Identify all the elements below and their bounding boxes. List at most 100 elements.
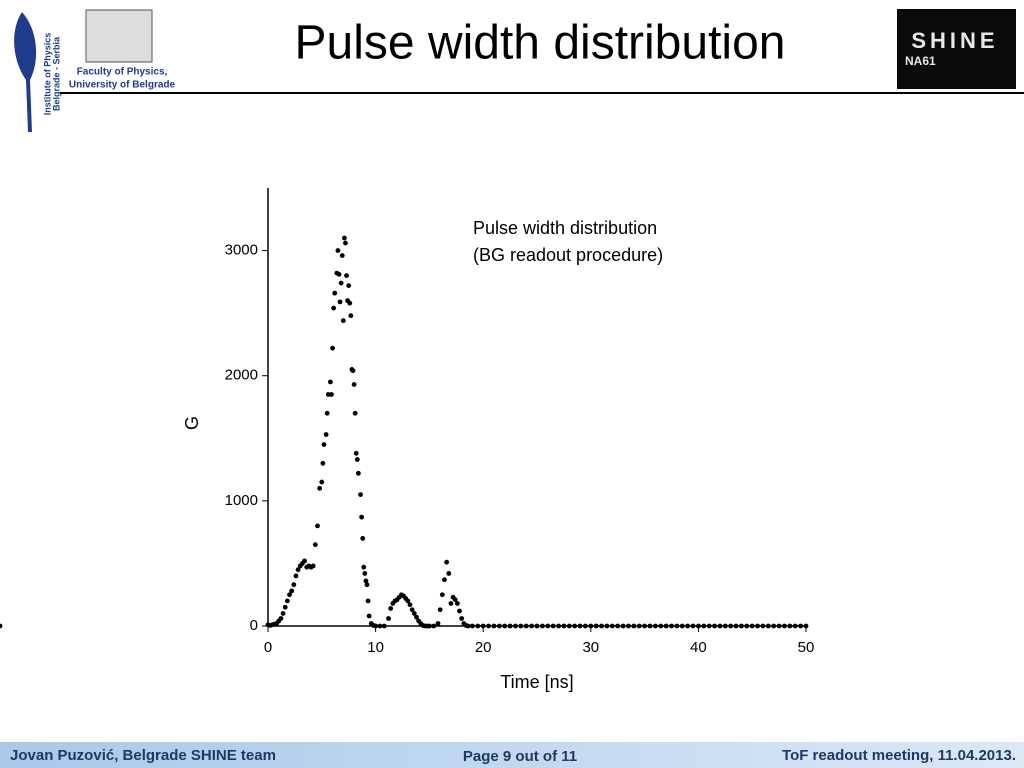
x-tick-label: 0: [264, 639, 272, 656]
point: [459, 616, 465, 621]
point: [341, 235, 347, 241]
point: [280, 611, 286, 616]
faculty-line: Faculty of Physics,: [77, 67, 168, 78]
point: [550, 623, 556, 629]
point: [310, 563, 316, 569]
annotation: (BG readout procedure): [473, 245, 663, 265]
point: [338, 280, 344, 286]
point: [599, 623, 604, 629]
point: [572, 623, 578, 629]
point: [347, 300, 353, 306]
point: [465, 623, 471, 629]
point: [626, 623, 631, 629]
point: [690, 623, 696, 629]
point: [798, 623, 804, 629]
point: [448, 601, 454, 606]
point: [755, 623, 760, 629]
institute-line: Belgrade - Serbia: [51, 36, 61, 111]
point: [539, 623, 545, 629]
institute-logo: Institute of Physics Belgrade - Serbia: [14, 12, 61, 132]
point: [636, 623, 642, 629]
point: [442, 577, 447, 583]
point: [674, 623, 680, 629]
point: [496, 623, 502, 629]
point: [344, 273, 349, 278]
point: [312, 542, 318, 548]
point: [291, 582, 297, 588]
point: [354, 457, 360, 462]
point: [457, 608, 462, 614]
point: [480, 623, 486, 629]
point: [749, 623, 755, 629]
point: [405, 598, 411, 604]
point: [352, 410, 358, 416]
point: [439, 592, 445, 598]
point: [346, 283, 352, 289]
point: [315, 523, 320, 529]
x-axis-label: Time [ns]: [500, 672, 573, 692]
point: [744, 623, 750, 629]
building-image: [85, 9, 153, 63]
point: [545, 623, 551, 629]
point: [373, 623, 378, 629]
point: [0, 623, 3, 629]
point: [523, 623, 529, 629]
point: [679, 623, 685, 629]
point: [787, 623, 793, 629]
y-tick-label: 2000: [225, 367, 258, 384]
point: [782, 623, 787, 629]
point: [353, 450, 359, 456]
point: [321, 442, 327, 447]
point: [431, 623, 437, 629]
point: [529, 623, 535, 629]
point: [414, 614, 419, 620]
point: [620, 623, 626, 629]
point: [507, 623, 513, 629]
footer-right: ToF readout meeting, 11.04.2013.: [782, 747, 1016, 764]
point: [343, 240, 348, 246]
point: [361, 564, 367, 570]
point: [289, 588, 295, 594]
point: [364, 582, 370, 588]
point: [452, 597, 458, 603]
logo-shape: [14, 12, 37, 132]
y-tick-label: 0: [250, 617, 258, 634]
point: [669, 623, 674, 629]
point: [335, 248, 341, 253]
point: [803, 623, 809, 629]
point: [409, 607, 415, 613]
point: [583, 623, 588, 629]
point: [340, 318, 346, 324]
point: [491, 623, 497, 629]
point: [604, 623, 610, 629]
point: [728, 623, 734, 629]
point: [615, 623, 621, 629]
point: [287, 592, 292, 598]
point: [771, 623, 777, 629]
point: [348, 313, 354, 319]
point: [470, 623, 475, 629]
x-tick-label: 50: [798, 639, 815, 656]
point: [339, 253, 345, 258]
point: [331, 305, 337, 311]
point: [701, 623, 707, 629]
point: [486, 623, 491, 629]
point: [366, 613, 372, 619]
point: [319, 479, 325, 485]
point: [444, 559, 450, 565]
point: [386, 616, 391, 621]
point: [337, 299, 343, 305]
point: [381, 623, 387, 629]
point: [320, 460, 326, 466]
point: [427, 623, 432, 629]
point: [577, 623, 583, 629]
shine-logo: [897, 9, 1016, 89]
point: [282, 604, 288, 610]
point: [324, 410, 330, 416]
point: [776, 623, 782, 629]
y-tick-label: 1000: [225, 492, 258, 509]
point: [377, 623, 383, 629]
point: [765, 623, 771, 629]
point: [435, 621, 441, 626]
